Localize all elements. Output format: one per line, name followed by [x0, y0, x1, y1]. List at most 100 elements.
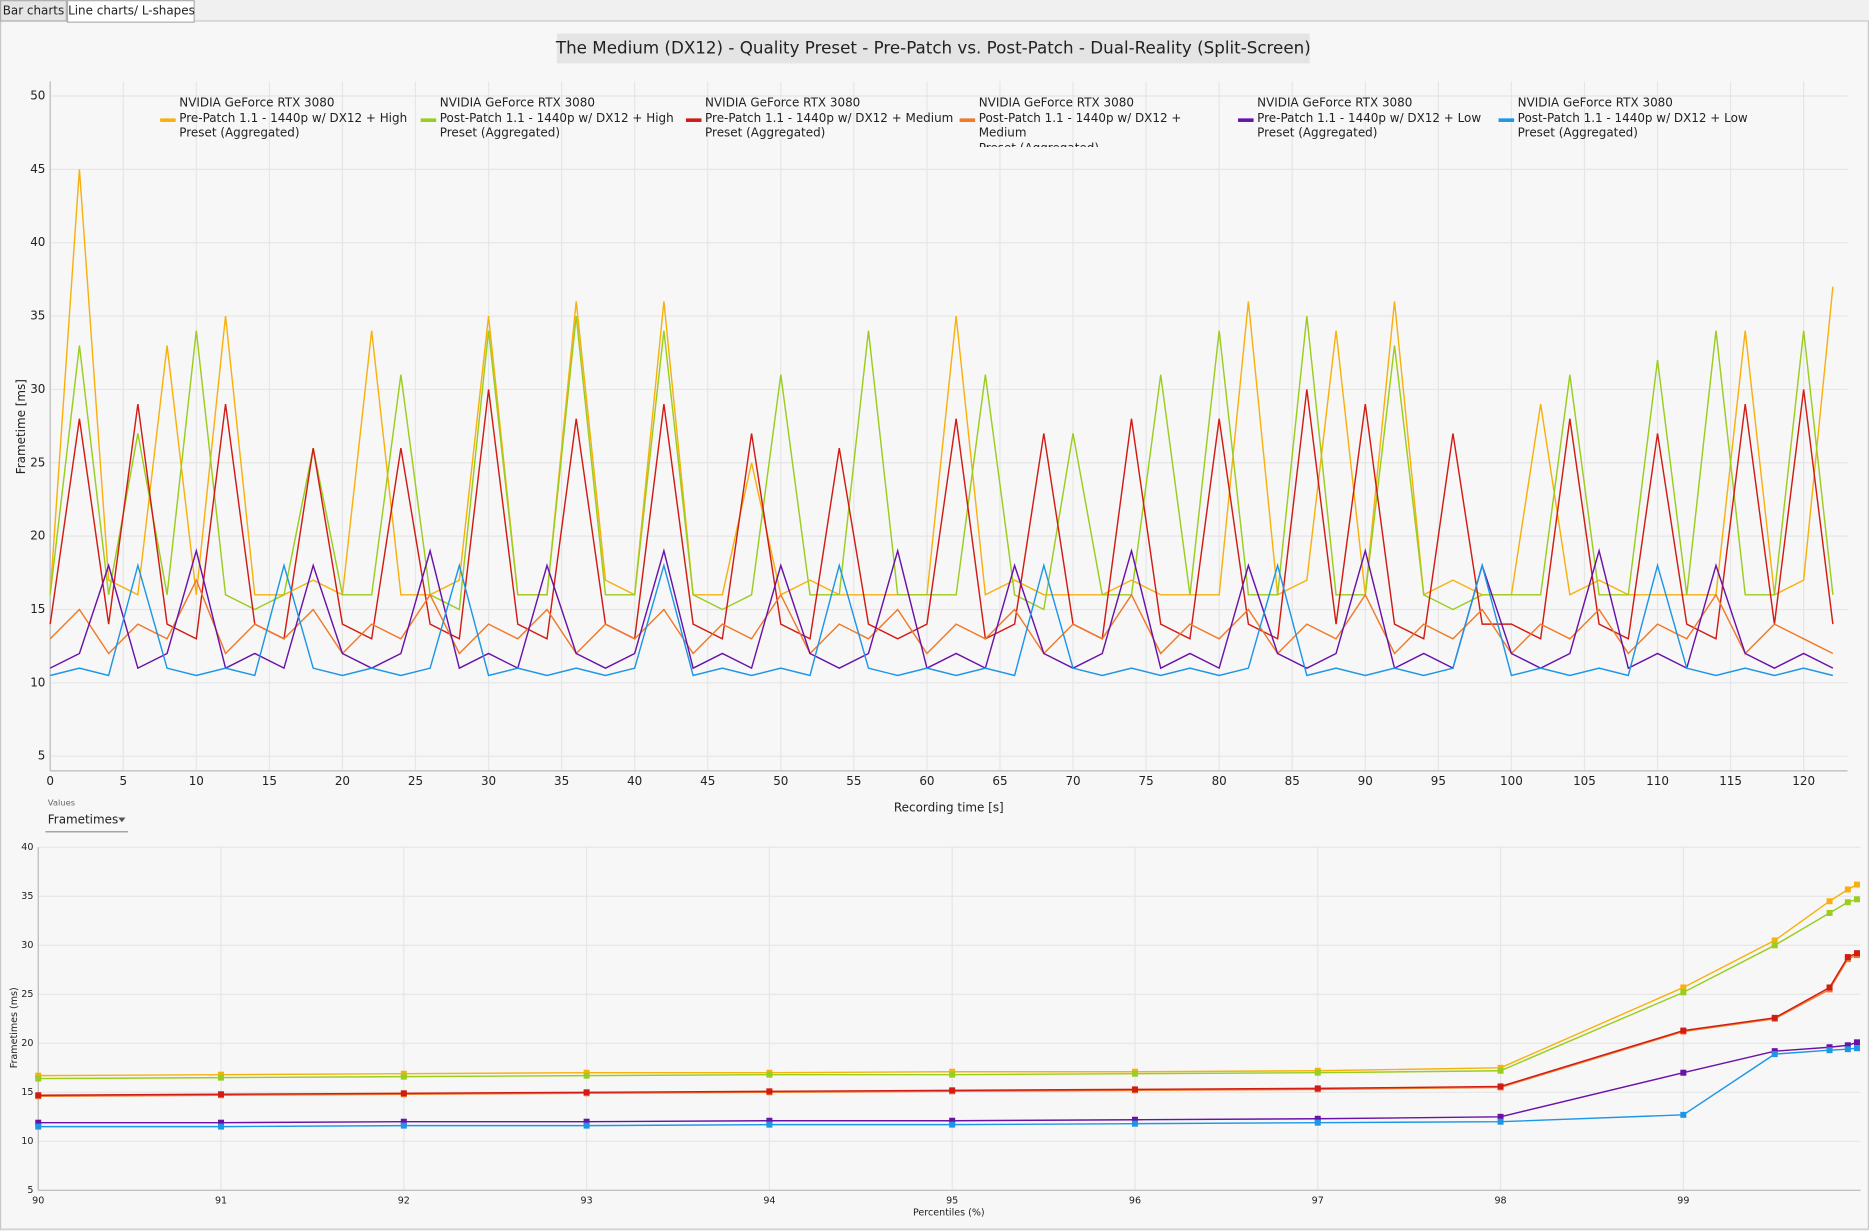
point-marker	[949, 1121, 956, 1128]
point-marker	[1844, 886, 1851, 893]
x-tick-label: 30	[481, 774, 496, 788]
y-tick-label: 20	[21, 1038, 33, 1049]
point-marker	[583, 1072, 590, 1079]
series-line	[49, 169, 1834, 596]
point-marker	[583, 1089, 590, 1096]
x-tick-label: 94	[763, 1196, 775, 1207]
tab-label[interactable]: Line charts/ L-shapes	[68, 3, 195, 17]
series-line	[49, 389, 1834, 640]
legend-swatch	[160, 118, 176, 122]
point-marker	[949, 1071, 956, 1078]
series-line	[38, 1047, 1858, 1128]
y-tick-label: 15	[21, 1087, 33, 1098]
x-tick-label: 55	[846, 774, 861, 788]
tab[interactable]	[0, 0, 67, 22]
legend-entry: NVIDIA GeForce RTX 3080 Post-Patch 1.1 -…	[1518, 97, 1748, 140]
y-tick-label: 15	[30, 602, 45, 616]
point-marker	[1826, 1047, 1833, 1054]
x-tick-label: 91	[215, 1196, 227, 1207]
x-tick-label: 75	[1139, 774, 1154, 788]
legend-entry: NVIDIA GeForce RTX 3080 Post-Patch 1.1 -…	[440, 97, 674, 140]
point-marker	[949, 1117, 956, 1124]
x-tick-label: 20	[335, 774, 350, 788]
point-marker	[949, 1087, 956, 1094]
point-marker	[1497, 1113, 1504, 1120]
legend-swatch	[1498, 118, 1515, 122]
point-marker	[1314, 1119, 1321, 1126]
x-axis-label: Recording time [s]	[894, 800, 1004, 814]
point-marker	[218, 1091, 225, 1098]
x-tick-label: 65	[992, 774, 1007, 788]
series-line	[38, 898, 1858, 1080]
point-marker	[1131, 1070, 1138, 1077]
series-line	[49, 315, 1834, 611]
x-tick-label: 45	[700, 774, 715, 788]
y-tick-label: 45	[30, 162, 45, 176]
point-marker	[1826, 898, 1833, 905]
x-tick-label: 0	[46, 774, 54, 788]
point-marker	[766, 1088, 773, 1095]
dropdown[interactable]: Frametimes	[48, 812, 118, 826]
x-tick-label: 120	[1792, 774, 1815, 788]
point-marker	[1771, 1051, 1778, 1058]
x-tick-label: 85	[1285, 774, 1300, 788]
legend-entry: NVIDIA GeForce RTX 3080 Pre-Patch 1.1 - …	[179, 97, 407, 140]
point-marker	[400, 1073, 407, 1080]
x-tick-label: 40	[627, 774, 642, 788]
y-tick-label: 50	[30, 88, 45, 102]
point-marker	[1497, 1118, 1504, 1125]
point-marker	[1771, 937, 1778, 944]
series-line	[49, 578, 1834, 655]
point-marker	[1853, 896, 1860, 903]
chart-title: The Medium (DX12) - Quality Preset - Pre…	[555, 38, 1311, 58]
x-tick-label: 97	[1312, 1196, 1324, 1207]
point-marker	[1853, 881, 1860, 888]
dropdown-arrow[interactable]	[118, 817, 126, 823]
y-tick-label: 30	[21, 940, 33, 951]
x-tick-label: 25	[408, 774, 423, 788]
point-marker	[1497, 1083, 1504, 1090]
y-tick-label: 40	[21, 842, 33, 853]
x-tick-label: 35	[554, 774, 569, 788]
legend-swatch	[420, 118, 437, 122]
point-marker	[400, 1090, 407, 1097]
y-tick-label: 40	[30, 235, 45, 249]
x-tick-label: 92	[398, 1196, 410, 1207]
point-marker	[1680, 989, 1687, 996]
legend-entry: NVIDIA GeForce RTX 3080 Pre-Patch 1.1 - …	[705, 96, 954, 140]
x-tick-label: 50	[773, 774, 788, 788]
tab-label[interactable]: Bar charts	[3, 3, 64, 17]
x-tick-label: 95	[1431, 774, 1446, 788]
y-axis-label: Frametime [ms]	[14, 379, 28, 474]
y-tick-label: 25	[30, 455, 45, 469]
point-marker	[1680, 984, 1687, 991]
point-marker	[1826, 984, 1833, 991]
y-tick-label: 25	[21, 989, 33, 1000]
tab-active[interactable]	[66, 0, 195, 23]
x-tick-label: 90	[32, 1196, 44, 1207]
x-tick-label: 100	[1500, 774, 1523, 788]
point-marker	[1826, 909, 1833, 916]
y-tick-label: 10	[30, 675, 45, 689]
point-marker	[35, 1119, 42, 1126]
point-marker	[400, 1122, 407, 1129]
point-marker	[1131, 1116, 1138, 1123]
point-marker	[1314, 1085, 1321, 1092]
x-tick-label: 115	[1719, 774, 1742, 788]
series-line	[38, 883, 1858, 1077]
point-marker	[1844, 899, 1851, 906]
x-tick-label: 10	[189, 774, 204, 788]
point-marker	[766, 1071, 773, 1078]
y-tick-label: 20	[30, 529, 45, 543]
legend-entry: NVIDIA GeForce RTX 3080 Pre-Patch 1.1 - …	[1257, 97, 1481, 140]
y-tick-label: 10	[21, 1136, 33, 1147]
y-axis-label: Frametimes (ms)	[9, 987, 20, 1068]
point-marker	[35, 1075, 42, 1082]
legend-label: NVIDIA GeForce RTX 3080 Pre-Patch 1.1 - …	[705, 96, 954, 140]
x-tick-label: 96	[1129, 1196, 1141, 1207]
point-marker	[1844, 954, 1851, 961]
panel	[0, 20, 1869, 1230]
point-marker	[1853, 950, 1860, 957]
series-line	[50, 562, 1834, 677]
